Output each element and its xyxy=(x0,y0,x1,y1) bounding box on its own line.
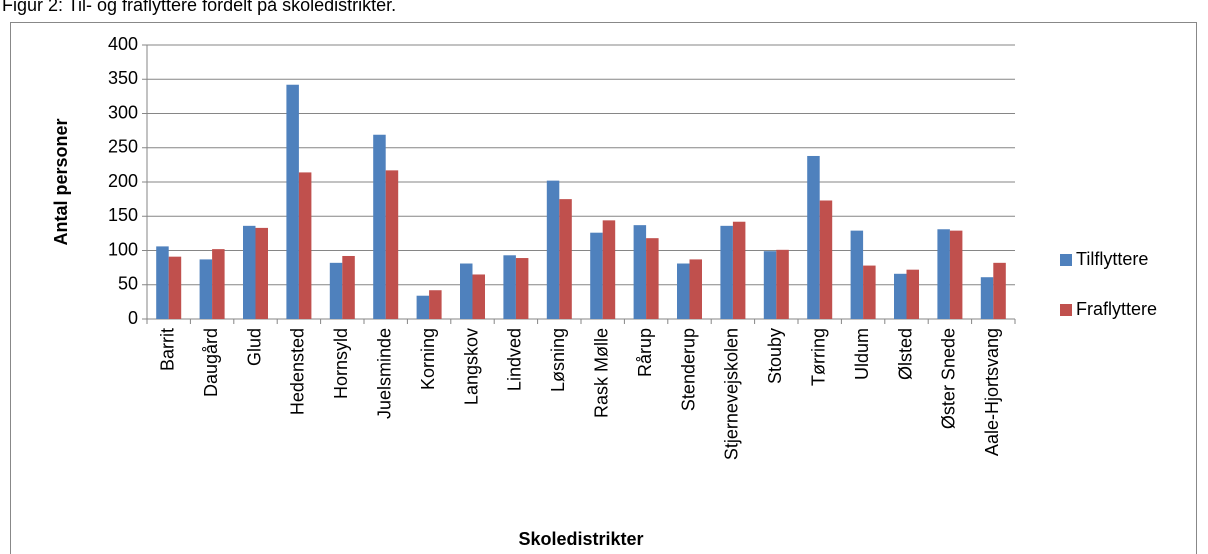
y-tick-label: 350 xyxy=(108,68,138,88)
bar xyxy=(373,134,386,319)
bar xyxy=(546,180,560,319)
bar xyxy=(156,246,169,319)
y-tick-label: 100 xyxy=(108,239,138,259)
bar xyxy=(646,238,659,319)
x-tick-label: Rask Mølle xyxy=(591,328,611,418)
bar xyxy=(460,263,473,319)
bar xyxy=(199,259,213,319)
bar xyxy=(515,258,529,319)
bar xyxy=(863,265,876,319)
bar xyxy=(212,249,225,319)
bar xyxy=(472,274,485,319)
bar xyxy=(937,229,950,319)
x-axis-label: Skoledistrikter xyxy=(518,529,643,549)
x-tick-label: Hornsyld xyxy=(331,328,351,399)
x-tick-label: Ølsted xyxy=(895,328,915,380)
bar xyxy=(559,199,572,319)
y-tick-label: 0 xyxy=(128,308,138,328)
bar xyxy=(850,230,864,319)
bar xyxy=(255,227,268,319)
x-tick-label: Korning xyxy=(418,328,438,390)
chart-title: Figur 2: Til- og fraflyttere fordelt på … xyxy=(2,0,396,15)
x-tick-label: Stenderup xyxy=(678,328,698,411)
x-tick-label: Løsning xyxy=(548,328,568,392)
bar xyxy=(720,225,733,319)
x-tick-label: Juelsminde xyxy=(374,328,394,419)
y-tick-label: 50 xyxy=(118,274,138,294)
x-tick-label: Glud xyxy=(244,328,264,366)
bar xyxy=(689,259,702,319)
bar xyxy=(298,172,312,319)
bar xyxy=(819,200,833,319)
legend-label: Tilflyttere xyxy=(1076,249,1148,269)
bar xyxy=(243,225,256,319)
x-tick-label: Barrit xyxy=(157,328,177,371)
y-tick-label: 250 xyxy=(108,137,138,157)
x-tick-label: Langskov xyxy=(461,328,481,405)
x-tick-label: Uldum xyxy=(852,328,872,380)
chart-border xyxy=(10,22,1197,554)
legend-swatch xyxy=(1060,254,1072,266)
x-tick-label: Daugård xyxy=(201,328,221,397)
bar xyxy=(732,221,746,319)
bar xyxy=(894,273,907,319)
bar xyxy=(429,290,442,319)
bar xyxy=(602,220,616,319)
y-axis-label: Antal personer xyxy=(51,118,71,245)
bar xyxy=(503,255,516,319)
bar xyxy=(980,277,994,319)
y-tick-label: 150 xyxy=(108,205,138,225)
bar xyxy=(590,232,603,319)
x-tick-label: Hedensted xyxy=(288,328,308,415)
bar xyxy=(906,269,919,319)
bar xyxy=(385,170,399,319)
bar xyxy=(416,295,430,319)
bar xyxy=(763,251,777,319)
y-tick-label: 400 xyxy=(108,34,138,54)
bar xyxy=(807,155,820,319)
x-tick-label: Stouby xyxy=(765,328,785,384)
y-tick-label: 200 xyxy=(108,171,138,191)
legend-label: Fraflyttere xyxy=(1076,299,1157,319)
bar xyxy=(677,263,690,319)
x-tick-label: Tørring xyxy=(808,328,828,386)
y-tick-label: 300 xyxy=(108,102,138,122)
bar xyxy=(329,262,343,319)
x-tick-label: Aale-Hjortsvang xyxy=(982,328,1002,456)
bar xyxy=(342,255,355,319)
bar xyxy=(286,84,299,319)
x-tick-label: Stjernevejskolen xyxy=(722,328,742,460)
bar xyxy=(776,249,789,319)
x-tick-label: Rårup xyxy=(635,328,655,377)
bar xyxy=(168,256,182,319)
legend-swatch xyxy=(1060,304,1072,316)
bar xyxy=(993,262,1006,319)
x-tick-label: Øster Snede xyxy=(939,328,959,429)
bar xyxy=(633,225,647,319)
x-tick-label: Lindved xyxy=(505,328,525,391)
bar xyxy=(949,230,963,319)
